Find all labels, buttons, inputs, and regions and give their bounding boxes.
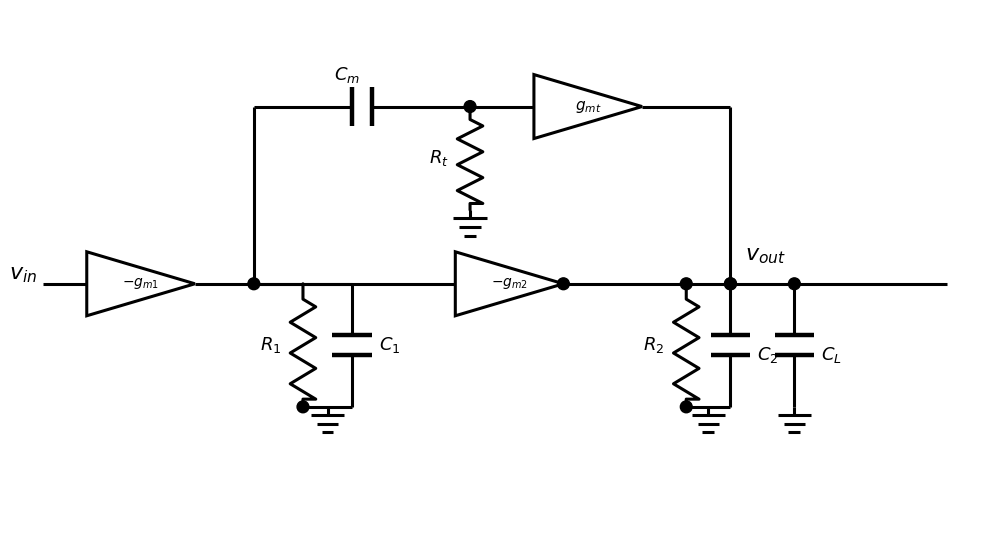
Circle shape — [464, 101, 476, 113]
Circle shape — [725, 278, 736, 289]
Circle shape — [297, 401, 309, 413]
Circle shape — [248, 278, 260, 289]
Circle shape — [788, 278, 800, 289]
Text: $v_{in}$: $v_{in}$ — [9, 263, 38, 285]
Circle shape — [558, 278, 569, 289]
Text: $-g_{m2}$: $-g_{m2}$ — [491, 277, 528, 291]
Circle shape — [680, 278, 692, 289]
Text: $R_2$: $R_2$ — [643, 335, 665, 355]
Text: $C_2$: $C_2$ — [757, 345, 778, 365]
Text: $R_t$: $R_t$ — [429, 148, 448, 168]
Text: $C_1$: $C_1$ — [379, 335, 400, 355]
Text: $R_1$: $R_1$ — [260, 335, 281, 355]
Text: $v_{out}$: $v_{out}$ — [745, 244, 786, 266]
Circle shape — [680, 401, 692, 413]
Text: $C_L$: $C_L$ — [821, 345, 842, 365]
Circle shape — [725, 278, 736, 289]
Text: $g_{mt}$: $g_{mt}$ — [575, 99, 601, 115]
Text: $C_m$: $C_m$ — [334, 65, 360, 85]
Text: $-g_{m1}$: $-g_{m1}$ — [122, 277, 159, 291]
